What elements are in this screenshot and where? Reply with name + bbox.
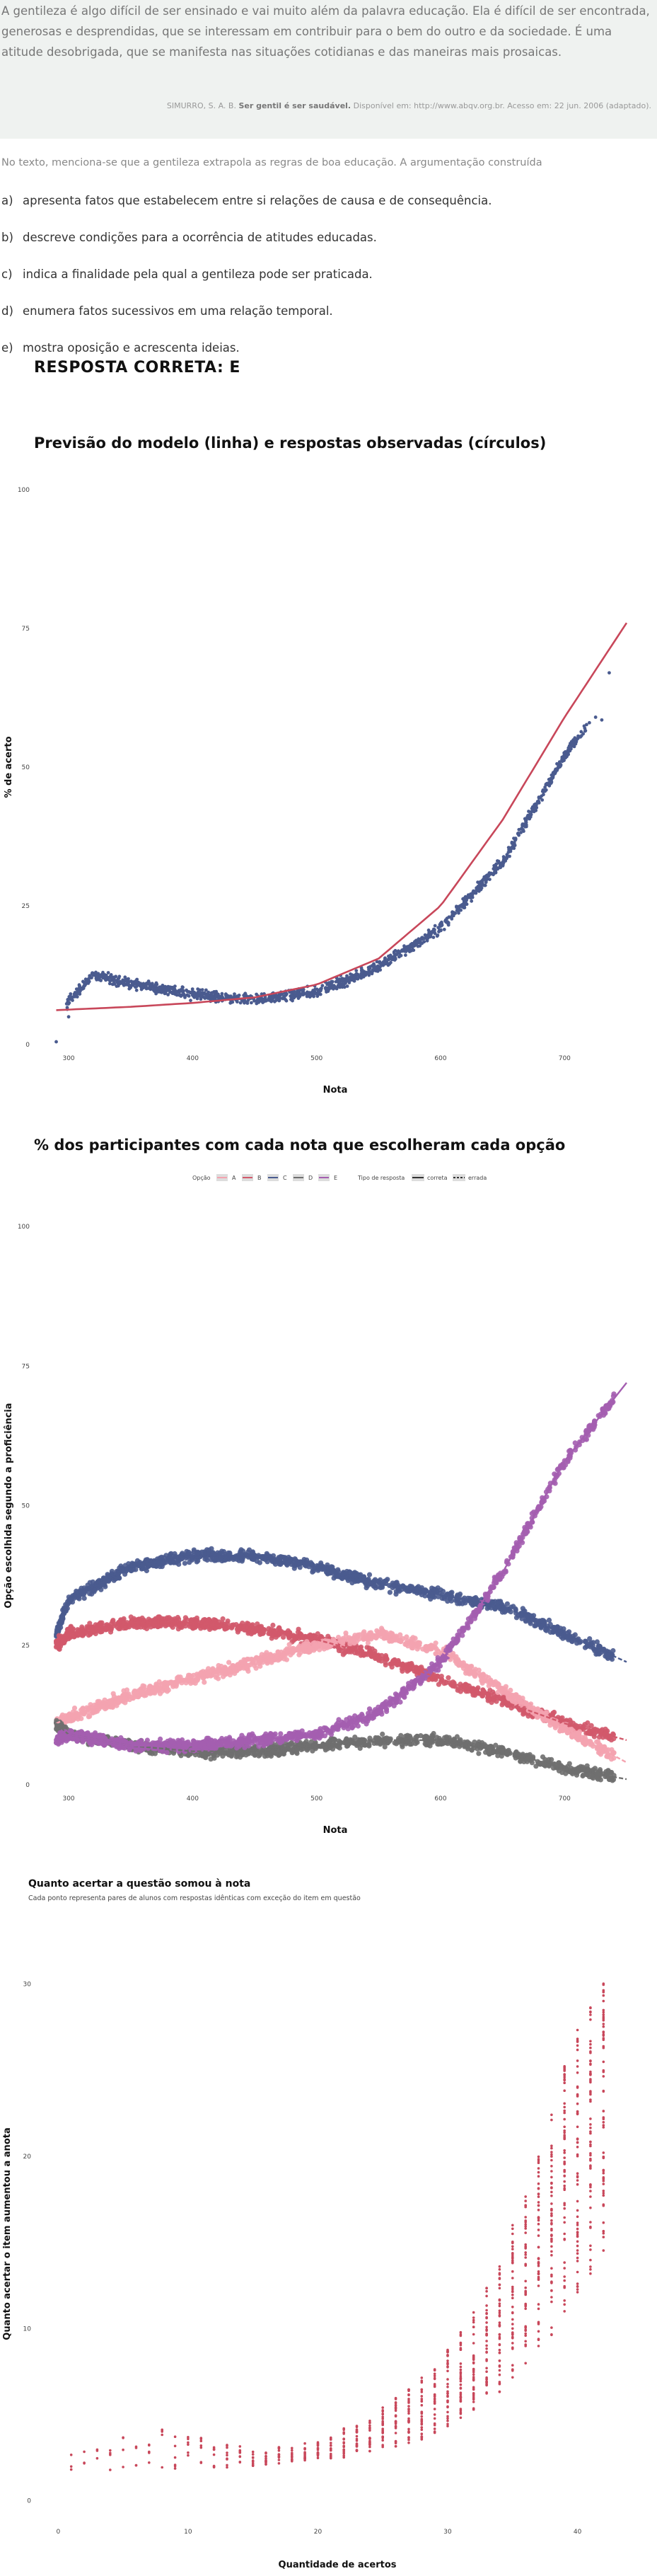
chart1-title: Previsão do modelo (linha) e respostas o… [34, 435, 547, 452]
chart1-observed-point [107, 982, 112, 986]
option-letter: d) [1, 304, 13, 318]
option-letter: b) [1, 231, 13, 244]
source-rest: Disponível em: http://www.abqv.org.br. A… [353, 101, 651, 110]
chart1-ytick-label: 25 [22, 903, 30, 910]
chart1-observed-point [134, 988, 139, 992]
option-letter: e) [1, 341, 13, 355]
option-a: a) apresenta fatos que estabelecem entre … [1, 194, 492, 207]
chart1-ytick-label: 100 [18, 487, 30, 494]
chart1-observed-point [204, 988, 208, 992]
option-letter: a) [1, 194, 13, 207]
quote-box: A gentileza é algo difícil de ser ensina… [0, 0, 657, 139]
option-e: e) mostra oposição e acrescenta ideias. [1, 341, 240, 355]
correct-answer: RESPOSTA CORRETA: E [34, 359, 240, 376]
chart1-observed-point [173, 984, 177, 988]
chart1-observed-point [320, 984, 325, 988]
chart1-ytick-label: 50 [22, 764, 30, 771]
chart1-observed-point [442, 928, 446, 931]
quote-text: A gentileza é algo difícil de ser ensina… [1, 4, 650, 59]
chart1-ytick-label: 0 [25, 1042, 30, 1049]
option-text: mostra oposição e acrescenta ideias. [23, 341, 240, 355]
chart1-xtick-label: 600 [434, 1055, 446, 1062]
chart1-observed-point [199, 997, 203, 1001]
chart1-observed-point [189, 999, 192, 1003]
chart1-observed-point [540, 798, 545, 802]
chart1-xtick-label: 700 [559, 1055, 571, 1062]
chart1-x-axis-label: Nota [323, 1085, 348, 1096]
chart1-observed-point [404, 953, 407, 958]
option-text: indica a finalidade pela qual a gentilez… [23, 268, 373, 281]
chart1-observed-point [289, 997, 293, 1001]
chart1-observed-point [433, 924, 437, 928]
option-text: enumera fatos sucessivos em uma relação … [23, 304, 333, 318]
question-stem: No texto, menciona-se que a gentileza ex… [1, 157, 542, 168]
option-d: d) enumera fatos sucessivos em uma relaçã… [1, 304, 333, 318]
source-author: SIMURRO, S. A. B. [166, 101, 236, 110]
chart1-ytick-label: 75 [22, 626, 30, 633]
chart1-observed-point [470, 899, 474, 903]
chart1-y-axis-label: % de acerto [4, 736, 14, 798]
chart1-observed-point [496, 859, 499, 863]
chart1-xtick-label: 300 [62, 1055, 74, 1062]
option-b: b) descreve condições para a ocorrência d… [1, 231, 377, 244]
chart1-observed-point [579, 730, 583, 734]
chart1-xtick-label: 400 [187, 1055, 199, 1062]
option-c: c) indica a finalidade pela qual a gentil… [1, 268, 373, 281]
chart1-observed-point [238, 1001, 243, 1005]
chart1-svg: 0 25 50 75 100 300 400 500 600 700 Nota % de acerto [4, 487, 628, 1096]
source-title: Ser gentil é ser saudável. [238, 101, 351, 110]
option-text: apresenta fatos que estabelecem entre si… [23, 194, 492, 207]
chart1-observed-point [250, 1001, 253, 1005]
chart1-observed-point [88, 977, 91, 980]
chart1-observed-point [154, 981, 158, 985]
option-letter: c) [1, 268, 13, 281]
chart1-xtick-label: 500 [310, 1055, 322, 1062]
option-text: descreve condições para a ocorrência de … [23, 231, 377, 244]
chart1-observed-point [245, 1001, 250, 1005]
chart1-observed-point [345, 984, 349, 988]
quote-source: SIMURRO, S. A. B. Ser gentil é ser saudá… [167, 101, 651, 110]
chart1-observed-point [123, 975, 127, 979]
chart1-observed-point [210, 991, 214, 995]
